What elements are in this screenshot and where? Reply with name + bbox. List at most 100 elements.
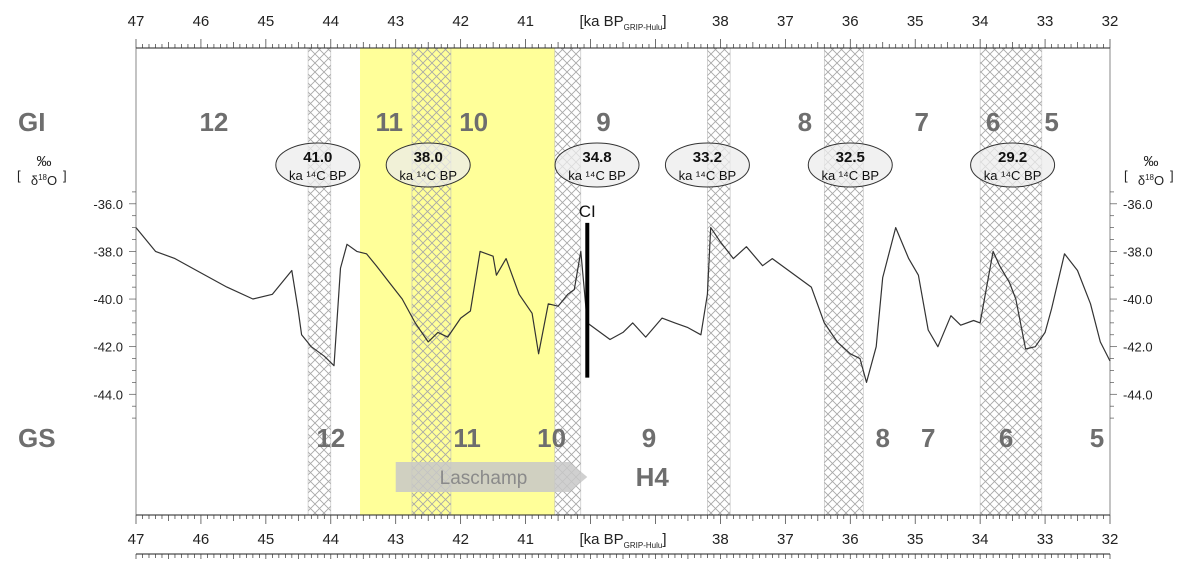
gs-number-12: 12 xyxy=(316,423,345,453)
x-tick-label-bottom: 47 xyxy=(128,531,145,548)
x-tick-label-bottom: 37 xyxy=(777,531,794,548)
y-tick-label-right: -40.0 xyxy=(1123,292,1153,307)
svg-text:]: ] xyxy=(1170,168,1174,183)
hatched-band xyxy=(980,48,1042,515)
y-tick-label-left: -36.0 xyxy=(93,197,123,212)
svg-text:δ18O: δ18O xyxy=(31,173,57,188)
x-axis-title-text: [ka BPGRIP-Hulu] xyxy=(579,531,666,550)
x-axis-title-text: [ka BPGRIP-Hulu] xyxy=(579,13,666,32)
x-tick-label-bottom: 35 xyxy=(907,531,924,548)
gi-number-7: 7 xyxy=(914,107,928,137)
gi-number-9: 9 xyxy=(596,107,610,137)
x-tick-label-top: 42 xyxy=(452,13,469,30)
d18o-series-line xyxy=(135,227,1111,383)
radiocarbon-date-unit: ka ¹⁴C BP xyxy=(289,168,347,183)
radiocarbon-date-ellipse xyxy=(970,142,1056,188)
radiocarbon-date-unit: ka ¹⁴C BP xyxy=(679,168,737,183)
radiocarbon-date-value: 38.0 xyxy=(414,149,443,166)
radiocarbon-date-value: 34.8 xyxy=(582,149,611,166)
laschamp-label: Laschamp xyxy=(440,468,528,489)
y-tick-label-right: -44.0 xyxy=(1123,387,1153,402)
gi-number-10: 10 xyxy=(459,107,488,137)
y-tick-label-right: -38.0 xyxy=(1123,244,1153,259)
gi-number-11: 11 xyxy=(375,107,403,137)
gs-number-5: 5 xyxy=(1090,423,1104,453)
x-tick-label-top: 38 xyxy=(712,13,729,30)
x-tick-label-bottom: 42 xyxy=(452,531,469,548)
hatched-band xyxy=(707,48,731,515)
x-tick-label-bottom: 43 xyxy=(387,531,404,548)
gs-number-8: 8 xyxy=(875,423,889,453)
x-tick-label-top: 43 xyxy=(387,13,404,30)
svg-text:δ18O: δ18O xyxy=(1138,173,1164,188)
hatched-band xyxy=(824,48,864,515)
gs-number-9: 9 xyxy=(642,423,656,453)
x-tick-label-top: 37 xyxy=(777,13,794,30)
radiocarbon-date-value: 32.5 xyxy=(836,149,865,166)
y-tick-label-left: -44.0 xyxy=(93,387,123,402)
x-tick-label-bottom: 38 xyxy=(712,531,729,548)
x-tick-label-top: 47 xyxy=(128,13,145,30)
gs-number-7: 7 xyxy=(921,423,935,453)
hatched-band xyxy=(411,48,451,515)
radiocarbon-date-value: 41.0 xyxy=(303,149,332,166)
radiocarbon-date-ellipse xyxy=(554,142,640,188)
radiocarbon-date-ellipse xyxy=(807,142,893,188)
x-tick-label-top: 34 xyxy=(972,13,989,30)
ci-marker: CI xyxy=(579,202,596,378)
radiocarbon-date-ellipse xyxy=(275,142,361,188)
gi-number-8: 8 xyxy=(798,107,812,137)
y-axis-unit-left: [ ‰ δ18O ] xyxy=(17,153,67,188)
x-tick-label-top: 44 xyxy=(322,13,339,30)
x-axis-title-top: [ka BPGRIP-Hulu] xyxy=(579,13,666,32)
y-tick-label-left: -42.0 xyxy=(93,340,123,355)
plot-frame xyxy=(135,47,1111,555)
svg-text:]: ] xyxy=(63,168,67,183)
x-tick-label-top: 33 xyxy=(1037,13,1054,30)
radiocarbon-date-value: 29.2 xyxy=(998,149,1027,166)
laschamp-band xyxy=(360,48,555,515)
y-tick-label-left: -40.0 xyxy=(93,292,123,307)
x-tick-label-bottom: 46 xyxy=(193,531,210,548)
svg-text:[: [ xyxy=(1124,168,1128,183)
ci-label: CI xyxy=(579,202,596,221)
x-tick-label-top: 32 xyxy=(1102,13,1119,30)
radiocarbon-date-value: 33.2 xyxy=(693,149,722,166)
x-tick-label-top: 36 xyxy=(842,13,859,30)
hatched-band xyxy=(554,48,581,515)
x-tick-label-top: 41 xyxy=(517,13,534,30)
y-tick-label-left: -38.0 xyxy=(93,244,123,259)
x-tick-label-bottom: 36 xyxy=(842,531,859,548)
y-unit-left: ‰ xyxy=(37,153,52,170)
radiocarbon-date-unit: ka ¹⁴C BP xyxy=(399,168,457,183)
radiocarbon-date-unit: ka ¹⁴C BP xyxy=(568,168,626,183)
x-tick-label-bottom: 41 xyxy=(517,531,534,548)
x-tick-label-top: 46 xyxy=(193,13,210,30)
radiocarbon-date-ellipse xyxy=(385,142,471,188)
gi-number-12: 12 xyxy=(199,107,228,137)
gs-number-11: 11 xyxy=(453,423,481,453)
gi-number-5: 5 xyxy=(1044,107,1058,137)
svg-text:[: [ xyxy=(17,168,21,183)
x-tick-label-top: 45 xyxy=(258,13,275,30)
gi-row-label: GI xyxy=(18,107,45,137)
h4-label: H4 xyxy=(636,462,670,492)
laschamp-arrow: Laschamp xyxy=(395,462,588,492)
x-tick-label-bottom: 44 xyxy=(322,531,339,548)
y-tick-label-right: -42.0 xyxy=(1123,340,1153,355)
radiocarbon-date-ellipse xyxy=(664,142,750,188)
x-tick-label-bottom: 34 xyxy=(972,531,989,548)
x-tick-label-top: 35 xyxy=(907,13,924,30)
gs-number-10: 10 xyxy=(537,423,566,453)
gi-number-6: 6 xyxy=(986,107,1000,137)
radiocarbon-date-unit: ka ¹⁴C BP xyxy=(821,168,879,183)
gs-row-label: GS xyxy=(18,423,56,453)
x-tick-label-bottom: 32 xyxy=(1102,531,1119,548)
x-axis-title-bottom: [ka BPGRIP-Hulu] xyxy=(579,531,666,550)
y-unit-right: ‰ xyxy=(1144,153,1159,170)
y-tick-label-right: -36.0 xyxy=(1123,197,1153,212)
x-tick-label-bottom: 45 xyxy=(258,531,275,548)
gs-number-6: 6 xyxy=(999,423,1013,453)
y-axis-unit-right: [ ‰ δ18O ] xyxy=(1124,153,1174,188)
